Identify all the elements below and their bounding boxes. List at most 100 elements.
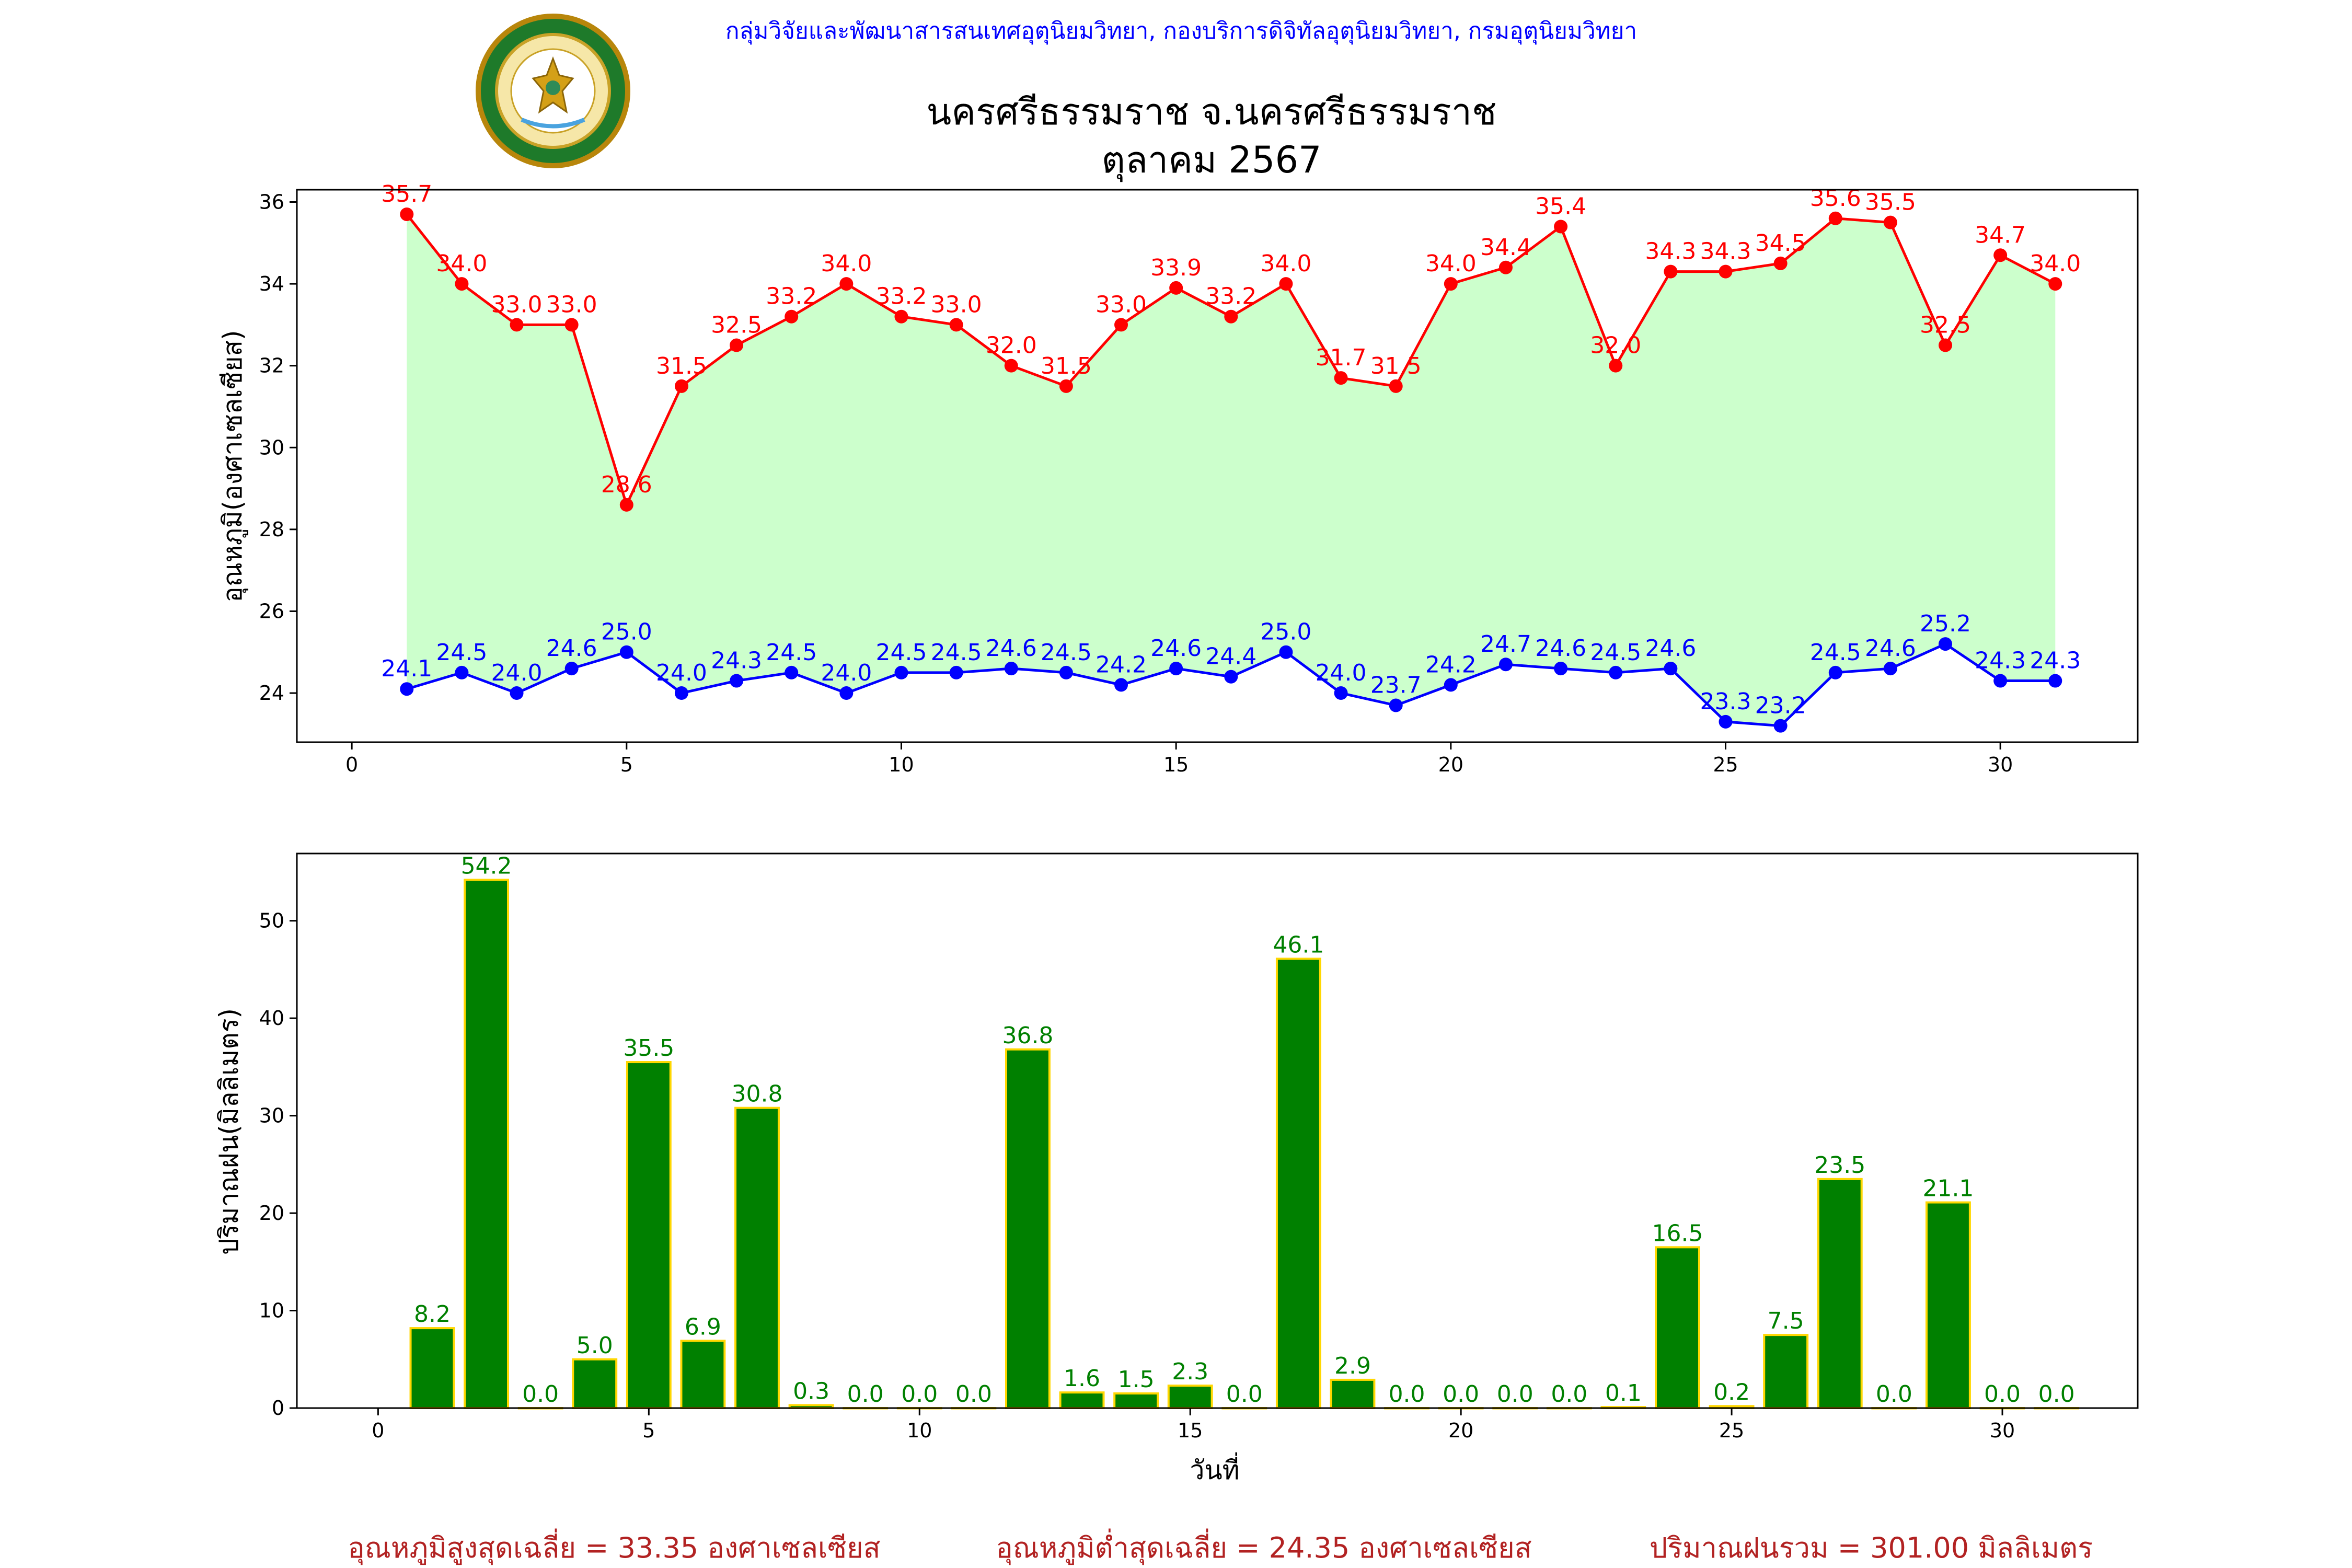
rainfall-data-label: 21.1 xyxy=(1922,1175,1974,1202)
rainfall-bar xyxy=(1817,1178,1863,1410)
rainfall-data-label: 0.0 xyxy=(522,1381,559,1408)
rainfall-data-label: 0.0 xyxy=(1497,1381,1534,1408)
max-temperature-data-label: 34.0 xyxy=(1260,250,1311,277)
max-temperature-point xyxy=(1609,359,1623,373)
max-temperature-point xyxy=(1224,309,1238,324)
max-temperature-data-label: 33.0 xyxy=(931,291,982,318)
credit-text: กลุ่มวิจัยและพัฒนาสารสนเทศอุตุนิยมวิทยา,… xyxy=(725,18,1637,45)
total-rainfall-text: ปริมาณฝนรวม = 301.00 มิลลิเมตร xyxy=(1650,1531,2093,1564)
min-temperature-point xyxy=(564,662,579,676)
max-temperature-data-label: 35.5 xyxy=(1865,189,1916,216)
temperature-y-tick-label: 36 xyxy=(259,190,284,213)
rainfall-bar xyxy=(1275,958,1321,1409)
min-temperature-point xyxy=(1334,686,1348,700)
max-temperature-data-label: 33.9 xyxy=(1150,255,1202,281)
rainfall-data-label: 2.9 xyxy=(1334,1353,1371,1379)
rainfall-data-label: 6.9 xyxy=(685,1313,721,1340)
rainfall-bar xyxy=(464,879,509,1409)
min-temperature-point xyxy=(1444,678,1458,692)
min-temperature-data-label: 24.6 xyxy=(1645,635,1696,662)
rainfall-plot-frame xyxy=(296,852,2139,1409)
min-temperature-data-label: 24.4 xyxy=(1205,643,1256,670)
avg-max-temperature-text: อุณหภูมิสูงสุดเฉลี่ย = 33.35 องศาเซลเซีย… xyxy=(348,1528,880,1565)
max-temperature-point xyxy=(1993,248,2008,262)
min-temperature-point xyxy=(400,682,414,696)
min-temperature-data-label: 24.6 xyxy=(1865,635,1916,662)
min-temperature-data-label: 24.5 xyxy=(1810,639,1861,666)
max-temperature-data-label: 34.0 xyxy=(821,250,872,277)
min-temperature-data-label: 24.3 xyxy=(711,648,762,674)
min-temperature-point xyxy=(674,686,688,700)
temperature-x-tick-label: 30 xyxy=(1988,753,2013,776)
min-temperature-point xyxy=(1993,674,2008,688)
max-temperature-point xyxy=(1279,277,1293,291)
min-temperature-data-label: 24.5 xyxy=(931,639,982,666)
rainfall-data-label: 0.0 xyxy=(1226,1381,1263,1408)
min-temperature-data-label: 24.0 xyxy=(491,660,543,686)
temperature-range-fill xyxy=(407,214,2056,726)
max-temperature-data-label: 35.7 xyxy=(381,181,432,207)
rainfall-data-label: 7.5 xyxy=(1768,1308,1804,1334)
rainfall-data-label: 0.0 xyxy=(2038,1381,2075,1408)
max-temperature-point xyxy=(564,318,579,332)
rainfall-data-label: 8.2 xyxy=(414,1301,451,1328)
max-temperature-data-label: 34.7 xyxy=(1975,222,2026,248)
min-temperature-data-label: 24.5 xyxy=(436,639,487,666)
rainfall-y-tick-label: 20 xyxy=(259,1202,284,1225)
min-temperature-point xyxy=(730,674,744,688)
rainfall-bar xyxy=(1763,1334,1809,1410)
temperature-x-tick-label: 25 xyxy=(1713,753,1738,776)
min-temperature-point xyxy=(1389,698,1403,712)
temperature-y-axis-label: อุณหภูมิ(องศาเซลเซียส) xyxy=(217,330,248,602)
max-temperature-point xyxy=(1059,379,1073,393)
temperature-y-tick-label: 32 xyxy=(259,354,284,377)
max-temperature-point xyxy=(1334,371,1348,385)
min-temperature-data-label: 23.2 xyxy=(1755,693,1806,719)
min-temperature-point xyxy=(949,665,963,679)
min-temperature-point xyxy=(510,686,524,700)
max-temperature-data-label: 31.5 xyxy=(1041,353,1092,379)
min-temperature-data-label: 24.2 xyxy=(1425,651,1477,678)
min-temperature-data-label: 24.1 xyxy=(381,655,432,682)
rainfall-data-label: 1.5 xyxy=(1118,1366,1155,1393)
temperature-y-tick-label: 24 xyxy=(259,682,284,705)
max-temperature-data-label: 32.5 xyxy=(711,312,762,339)
temperature-y-tick-label: 26 xyxy=(259,599,284,622)
min-temperature-data-label: 24.5 xyxy=(1590,639,1641,666)
min-temperature-point xyxy=(1224,670,1238,684)
min-temperature-data-label: 24.6 xyxy=(1535,635,1586,662)
max-temperature-data-label: 33.0 xyxy=(546,291,597,318)
min-temperature-point xyxy=(1773,719,1788,733)
rainfall-data-label: 0.0 xyxy=(1443,1381,1479,1408)
temperature-y-tick-label: 34 xyxy=(259,272,284,295)
min-temperature-data-label: 24.7 xyxy=(1480,631,1531,658)
max-temperature-data-label: 33.0 xyxy=(1096,291,1147,318)
rainfall-chart: 0 5 10 15 20 25 30 0 10 20 30 40 50 8.2 54.2 0.0 5.0 35.… xyxy=(214,852,2139,1485)
chart-title-month: ตุลาคม 2567 xyxy=(1101,139,1321,182)
rainfall-bar xyxy=(572,1358,618,1410)
rainfall-x-tick-label: 30 xyxy=(1990,1419,2015,1442)
max-temperature-data-label: 28.6 xyxy=(601,471,652,498)
rainfall-data-label: 0.1 xyxy=(1605,1380,1642,1406)
min-temperature-data-label: 25.2 xyxy=(1920,610,1971,637)
rainfall-data-label: 2.3 xyxy=(1172,1358,1208,1385)
max-temperature-point xyxy=(1828,211,1842,225)
max-temperature-data-label: 33.2 xyxy=(875,283,927,310)
max-temperature-point xyxy=(1114,318,1128,332)
rainfall-data-label: 0.2 xyxy=(1713,1379,1750,1405)
min-temperature-data-label: 24.6 xyxy=(986,635,1037,662)
min-temperature-point xyxy=(894,665,908,679)
rainfall-y-axis-label: ปริมาณฝน(มิลลิเมตร) xyxy=(214,1008,244,1255)
max-temperature-data-label: 31.5 xyxy=(656,353,707,379)
rainfall-data-label: 0.0 xyxy=(1876,1381,1912,1408)
rainfall-bar xyxy=(1926,1201,1971,1410)
max-temperature-data-label: 31.7 xyxy=(1316,344,1367,371)
rainfall-bar xyxy=(409,1327,455,1410)
min-temperature-point xyxy=(1169,662,1183,676)
min-temperature-data-label: 24.5 xyxy=(875,639,927,666)
rainfall-x-tick-label: 5 xyxy=(642,1419,655,1442)
max-temperature-point xyxy=(674,379,688,393)
rainfall-data-label: 46.1 xyxy=(1273,931,1324,958)
temperature-x-tick-label: 0 xyxy=(345,753,358,776)
